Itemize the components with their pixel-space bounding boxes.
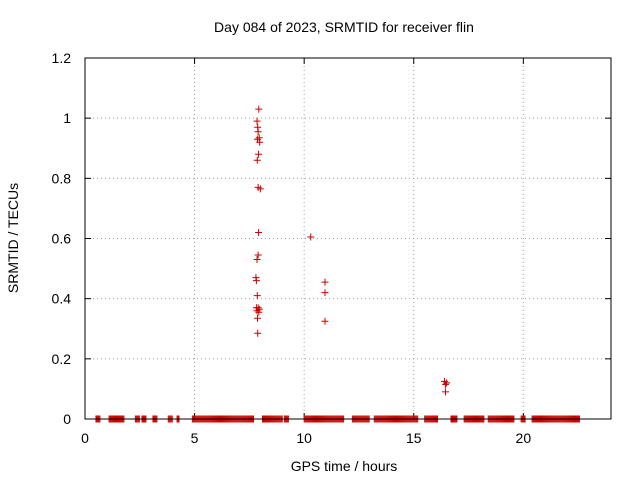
data-point — [321, 278, 329, 286]
x-tick-label: 0 — [81, 430, 89, 446]
y-tick-label: 1.2 — [52, 50, 72, 66]
y-tick-label: 0.4 — [52, 291, 72, 307]
data-point — [255, 150, 263, 158]
data-point — [252, 277, 260, 285]
x-tick-label: 10 — [296, 430, 312, 446]
data-point — [253, 292, 261, 300]
data-point — [256, 138, 264, 146]
data-point — [255, 105, 263, 113]
y-tick-label: 0.2 — [52, 351, 72, 367]
x-tick-label: 5 — [191, 430, 199, 446]
data-point — [443, 379, 451, 387]
data-point — [307, 233, 315, 241]
chart-title: Day 084 of 2023, SRMTID for receiver fli… — [214, 19, 474, 35]
y-axis-label: SRMTID / TECUs — [5, 183, 21, 293]
data-point — [253, 256, 261, 264]
data-point — [255, 308, 263, 316]
plot-frame — [84, 57, 612, 420]
data-point — [253, 307, 261, 315]
y-tick-label: 0.6 — [52, 231, 72, 247]
data-point — [253, 117, 261, 125]
y-tick-label: 0.8 — [52, 170, 72, 186]
data-point — [252, 304, 260, 312]
data-point — [321, 317, 329, 325]
y-tick-label: 1 — [63, 110, 71, 126]
data-point — [321, 289, 329, 297]
data-point — [256, 185, 264, 193]
data-point — [254, 329, 262, 337]
data-point — [255, 228, 263, 236]
data-point — [442, 380, 450, 388]
data-point — [442, 388, 450, 396]
x-tick-label: 15 — [406, 430, 422, 446]
data-point — [254, 128, 262, 136]
data-point — [253, 156, 261, 164]
x-axis-label: GPS time / hours — [291, 458, 398, 474]
tick-layer: 0 0.2 0.4 0.6 0.8 1 1.2 0 5 10 15 20 — [52, 50, 611, 446]
y-tick-label: 0 — [63, 411, 71, 427]
x-tick-label: 20 — [516, 430, 532, 446]
grid-layer — [85, 58, 611, 419]
data-point — [254, 251, 262, 259]
data-point — [253, 314, 261, 322]
